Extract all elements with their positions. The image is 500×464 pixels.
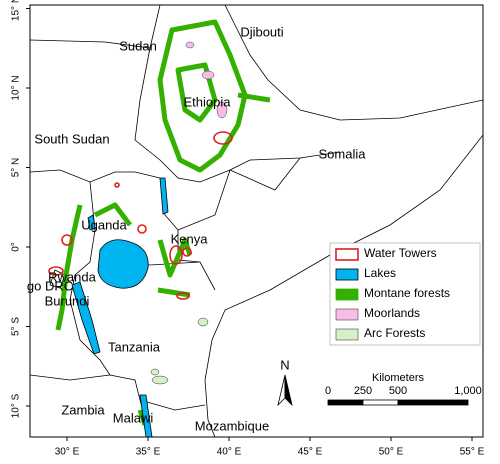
moorland (216, 101, 228, 119)
scale-label: 250 (354, 385, 372, 397)
legend-swatch (335, 268, 359, 281)
water-tower (61, 234, 73, 246)
border (134, 47, 341, 183)
border (30, 374, 111, 381)
legend-label: Lakes (364, 266, 396, 280)
place-label: South Sudan (34, 131, 109, 146)
lon-tick-label: 55° E (460, 447, 485, 458)
water-tower (176, 292, 190, 300)
montane-forest (157, 19, 248, 173)
borders (30, 5, 483, 437)
border (30, 5, 161, 49)
place-label: Sudan (119, 38, 157, 53)
place-label: Uganda (81, 217, 127, 232)
place-label: Zambia (61, 402, 105, 417)
place-label: go DRC (27, 278, 73, 293)
water-tower (114, 182, 120, 188)
legend-swatch (335, 248, 359, 261)
scale-segment (362, 399, 399, 406)
lat-tick-label: 10° N (11, 75, 22, 100)
scale-label: 0 (325, 385, 331, 397)
lake (87, 214, 96, 231)
border (30, 169, 161, 183)
lon-tick-label: 30° E (55, 447, 80, 458)
place-label: Mozambique (195, 418, 269, 433)
water-tower (182, 247, 192, 257)
map-background (30, 5, 483, 437)
coast (224, 5, 483, 121)
water-tower (169, 245, 183, 265)
moorland (201, 70, 215, 80)
legend-label: Montane forests (364, 286, 450, 300)
border (229, 157, 301, 191)
water-tower (48, 266, 64, 276)
place-label: Somalia (319, 146, 367, 161)
place-label: Rwanda (48, 269, 96, 284)
arc-forest (150, 368, 160, 376)
place-label: Kenya (171, 231, 209, 246)
legend-swatch (335, 288, 359, 301)
lon-tick-label: 35° E (136, 447, 161, 458)
lon-tick-label: 45° E (298, 447, 323, 458)
water-tower (137, 224, 147, 234)
montane-forest (157, 287, 191, 298)
border (177, 169, 231, 231)
arc-forests (150, 317, 209, 385)
border (69, 181, 151, 437)
coast (204, 134, 483, 437)
lake (71, 281, 101, 355)
lat-tick-label: 10° S (11, 393, 22, 418)
lake (97, 239, 149, 289)
legend-label: Arc Forests (364, 326, 425, 340)
legend-label: Moorlands (364, 306, 420, 320)
north-arrow-right (284, 374, 293, 407)
lat-tick-label: 0° (11, 242, 22, 252)
legend-label: Water Towers (364, 246, 437, 260)
scale-label: 500 (389, 385, 407, 397)
lon-tick-label: 40° E (217, 447, 242, 458)
scale-label: 1,000 (454, 385, 482, 397)
place-label: Burundi (45, 293, 90, 308)
montane-forest (93, 202, 132, 227)
lat-tick-label: 15° N (11, 0, 22, 21)
border (139, 399, 206, 411)
moorlands (185, 41, 228, 119)
place-label: Ethiopia (184, 94, 232, 109)
lat-tick-label: 5° S (11, 317, 22, 336)
legend-swatch (335, 308, 359, 321)
legend-swatch (335, 328, 359, 341)
north-label: N (280, 357, 289, 372)
water-tower (213, 131, 233, 145)
lakes (71, 177, 169, 438)
montane-forest (175, 62, 218, 123)
lake (159, 177, 169, 215)
montane-forests (55, 19, 271, 426)
arc-forest (151, 375, 169, 385)
lat-tick-label: 5° N (11, 158, 22, 178)
north-arrow (277, 374, 293, 407)
scale-segment (397, 399, 469, 406)
scale-segment (327, 399, 364, 406)
montane-forest (237, 92, 271, 103)
scale-title: Kilometers (372, 372, 424, 384)
montane-forest (55, 204, 83, 331)
place-label: Tanzania (108, 339, 161, 354)
arc-forest (197, 317, 209, 327)
place-label: Malawi (113, 410, 154, 425)
moorland (185, 41, 195, 49)
place-label: Djibouti (240, 24, 283, 39)
map-frame (29, 4, 484, 438)
lon-tick-label: 50° E (379, 447, 404, 458)
water-towers (48, 131, 233, 300)
